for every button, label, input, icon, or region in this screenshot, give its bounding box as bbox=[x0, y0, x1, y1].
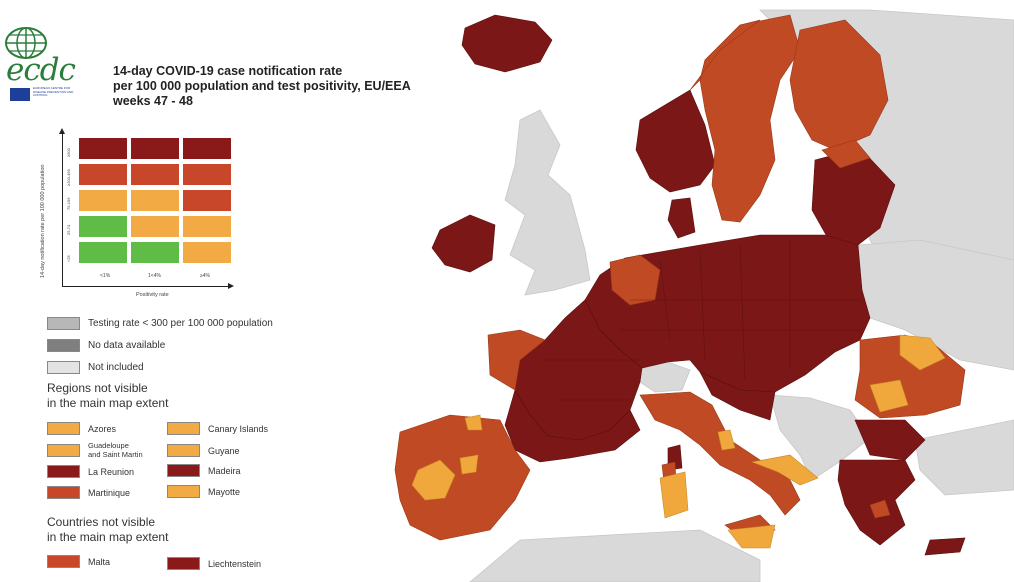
region-borders bbox=[540, 240, 860, 401]
logo-wordmark: ecdc bbox=[6, 52, 76, 88]
matrix-cell bbox=[78, 189, 128, 212]
legend-swatch bbox=[47, 422, 80, 435]
matrix-cell bbox=[182, 241, 232, 264]
title-line-1: 14-day COVID-19 case notification rate bbox=[113, 64, 343, 78]
legend-label-line: and Saint Martin bbox=[88, 449, 143, 459]
color-matrix bbox=[78, 137, 234, 270]
legend-item-testing-rate: Testing rate < 300 per 100 000 populatio… bbox=[47, 317, 273, 330]
regions-heading: Regions not visible in the main map exte… bbox=[47, 381, 168, 411]
legend-region-canary-islands: Canary Islands bbox=[167, 422, 268, 435]
legend-label: Azores bbox=[88, 423, 117, 434]
legend-swatch bbox=[167, 422, 200, 435]
ecdc-logo bbox=[2, 26, 97, 106]
legend-region-guyane: Guyane bbox=[167, 444, 240, 457]
legend-swatch bbox=[47, 317, 80, 330]
title-line-2: per 100 000 population and test positivi… bbox=[113, 79, 411, 93]
map-title: 14-day COVID-19 case notification rate p… bbox=[113, 64, 411, 109]
legend-swatch bbox=[47, 465, 80, 478]
legend-label: Martinique bbox=[88, 487, 131, 498]
legend-label: Testing rate < 300 per 100 000 populatio… bbox=[88, 318, 273, 329]
matrix-cell bbox=[182, 189, 232, 212]
map-orange-areas bbox=[411, 334, 946, 549]
matrix-cell bbox=[78, 215, 128, 238]
arrow-right-icon bbox=[228, 283, 234, 289]
legend-swatch bbox=[167, 444, 200, 457]
legend-swatch bbox=[47, 339, 80, 352]
legend-label: Madeira bbox=[208, 465, 241, 476]
matrix-y-tick: ≥500 bbox=[66, 148, 71, 157]
legend-label: No data available bbox=[88, 340, 166, 351]
legend-region-mayotte: Mayotte bbox=[167, 485, 240, 498]
legend-label: Not included bbox=[88, 362, 144, 373]
title-line-3: weeks 47 - 48 bbox=[113, 94, 193, 108]
matrix-y-tick: ≥200-499 bbox=[66, 169, 71, 186]
globe-icon bbox=[5, 27, 47, 59]
matrix-cell bbox=[78, 241, 128, 264]
countries-heading-line-2: in the main map extent bbox=[47, 530, 169, 544]
matrix-y-tick: 75-199 bbox=[66, 197, 71, 210]
legend-region-guadeloupe: Guadeloupe and Saint Martin bbox=[47, 441, 143, 459]
regions-heading-line-2: in the main map extent bbox=[47, 396, 169, 410]
legend-swatch bbox=[167, 464, 200, 477]
legend-swatch bbox=[47, 444, 80, 457]
not-included-landmass bbox=[469, 9, 1014, 582]
arrow-up-icon bbox=[59, 128, 65, 134]
legend-label: Mayotte bbox=[208, 486, 241, 497]
legend-label: Liechtenstein bbox=[208, 558, 262, 569]
matrix-cell bbox=[130, 241, 180, 264]
matrix-cell bbox=[78, 163, 128, 186]
legend-label-line: Guadeloupe bbox=[88, 441, 129, 450]
legend-swatch bbox=[167, 557, 200, 570]
matrix-y-tick: <25 bbox=[66, 255, 71, 262]
regions-heading-line-1: Regions not visible bbox=[47, 381, 148, 395]
legend-item-not-included: Not included bbox=[47, 361, 144, 374]
legend-country-malta: Malta bbox=[47, 555, 110, 568]
matrix-y-axis bbox=[62, 130, 63, 287]
matrix-cell bbox=[130, 215, 180, 238]
countries-heading-line-1: Countries not visible bbox=[47, 515, 156, 529]
legend-swatch bbox=[47, 555, 80, 568]
matrix-y-tick: 25-74 bbox=[66, 224, 71, 235]
matrix-cell bbox=[130, 163, 180, 186]
matrix-x-axis-label: Positivity rate bbox=[136, 292, 169, 298]
legend-label: La Reunion bbox=[88, 466, 135, 477]
legend-region-madeira: Madeira bbox=[167, 464, 241, 477]
matrix-x-tick: <1% bbox=[100, 273, 111, 279]
legend-label: Malta bbox=[88, 556, 111, 567]
legend-swatch bbox=[167, 485, 200, 498]
countries-heading: Countries not visible in the main map ex… bbox=[47, 515, 168, 545]
legend-label: Guadeloupe and Saint Martin bbox=[88, 441, 143, 459]
legend-swatch bbox=[47, 486, 80, 499]
matrix-cell bbox=[130, 189, 180, 212]
matrix-x-tick: 1<4% bbox=[148, 273, 161, 279]
matrix-cell bbox=[182, 215, 232, 238]
matrix-x-axis bbox=[62, 286, 230, 287]
eu-flag-icon bbox=[10, 88, 30, 101]
legend-label: Guyane bbox=[208, 445, 240, 456]
legend-region-la-reunion: La Reunion bbox=[47, 465, 134, 478]
logo-subtitle: EUROPEAN CENTRE FOR DISEASE PREVENTION A… bbox=[33, 86, 74, 97]
matrix-cell bbox=[78, 137, 128, 160]
legend-region-azores: Azores bbox=[47, 422, 116, 435]
matrix-cell bbox=[182, 137, 232, 160]
legend-swatch bbox=[47, 361, 80, 374]
legend-item-no-data: No data available bbox=[47, 339, 165, 352]
legend-country-liechtenstein: Liechtenstein bbox=[167, 557, 261, 570]
legend-label: Canary Islands bbox=[208, 423, 269, 434]
matrix-cell bbox=[130, 137, 180, 160]
matrix-cell bbox=[182, 163, 232, 186]
legend-region-martinique: Martinique bbox=[47, 486, 130, 499]
matrix-y-axis-label: 14-day notification rate per 100 000 pop… bbox=[40, 164, 46, 278]
matrix-x-tick: ≥4% bbox=[200, 273, 210, 279]
